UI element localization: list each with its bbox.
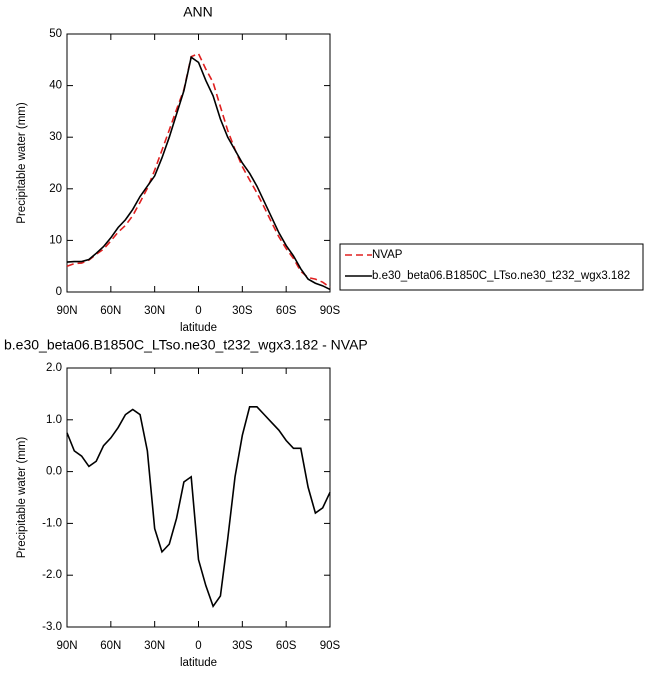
legend-label: NVAP (372, 249, 403, 261)
chart-title: ANN (183, 4, 213, 20)
x-axis-label: latitude (180, 322, 217, 334)
x-tick-label: 90S (320, 305, 341, 317)
x-tick-label: 60N (100, 305, 121, 317)
legend-box (339, 243, 644, 291)
x-tick-label: 90N (56, 640, 77, 652)
x-tick-label: 60S (276, 305, 297, 317)
x-tick-label: 60S (276, 640, 297, 652)
x-tick-label: 90S (320, 640, 341, 652)
x-tick-label: 30N (144, 305, 165, 317)
y-tick-label: 30 (49, 131, 62, 143)
x-tick-label: 0 (195, 305, 201, 317)
data-line (66, 52, 331, 289)
y-tick-label: -3.0 (42, 621, 62, 633)
chart-title: b.e30_beta06.B1850C_LTso.ne30_t232_wgx3.… (4, 337, 368, 353)
data-line (66, 406, 331, 609)
y-tick-label: 2.0 (46, 362, 62, 374)
y-axis-label: Precipitable water (mm) (16, 437, 28, 559)
legend-label: b.e30_beta06.B1850C_LTso.ne30_t232_wgx3.… (372, 270, 630, 282)
y-axis-label: Precipitable water (mm) (16, 102, 28, 224)
y-tick-label: 20 (49, 183, 62, 195)
x-tick-label: 60N (100, 640, 121, 652)
x-axis-label: latitude (180, 657, 217, 669)
y-tick-label: -2.0 (42, 569, 62, 581)
y-tick-label: 0.0 (46, 466, 62, 478)
y-tick-label: 10 (49, 234, 62, 246)
y-tick-label: 1.0 (46, 414, 62, 426)
x-tick-label: 30N (144, 640, 165, 652)
plot-frame (66, 367, 331, 628)
data-line (66, 55, 331, 291)
y-tick-label: -1.0 (42, 517, 62, 529)
x-tick-label: 30S (232, 305, 253, 317)
x-tick-label: 30S (232, 640, 253, 652)
y-tick-label: 50 (49, 28, 62, 40)
y-tick-label: 40 (49, 80, 62, 92)
x-tick-label: 0 (195, 640, 201, 652)
y-tick-label: 0 (56, 286, 62, 298)
x-tick-label: 90N (56, 305, 77, 317)
